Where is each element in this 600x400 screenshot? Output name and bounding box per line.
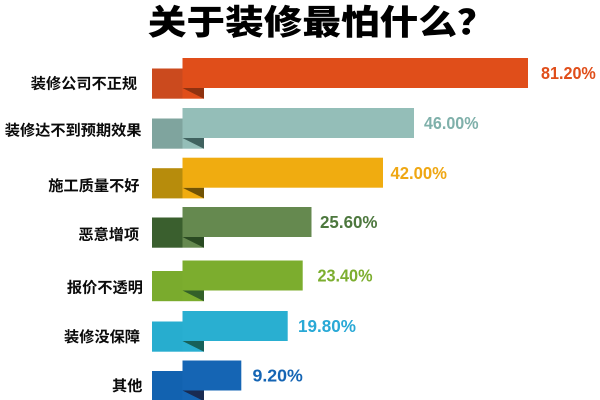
svg-text:46.00%: 46.00%	[424, 113, 479, 133]
svg-text:9.20%: 9.20%	[253, 366, 303, 386]
svg-text:81.20%: 81.20%	[541, 63, 596, 83]
svg-text:42.00%: 42.00%	[391, 163, 448, 183]
svg-text:19.80%: 19.80%	[298, 316, 356, 336]
svg-text:23.40%: 23.40%	[318, 266, 373, 286]
svg-text:25.60%: 25.60%	[320, 212, 378, 232]
